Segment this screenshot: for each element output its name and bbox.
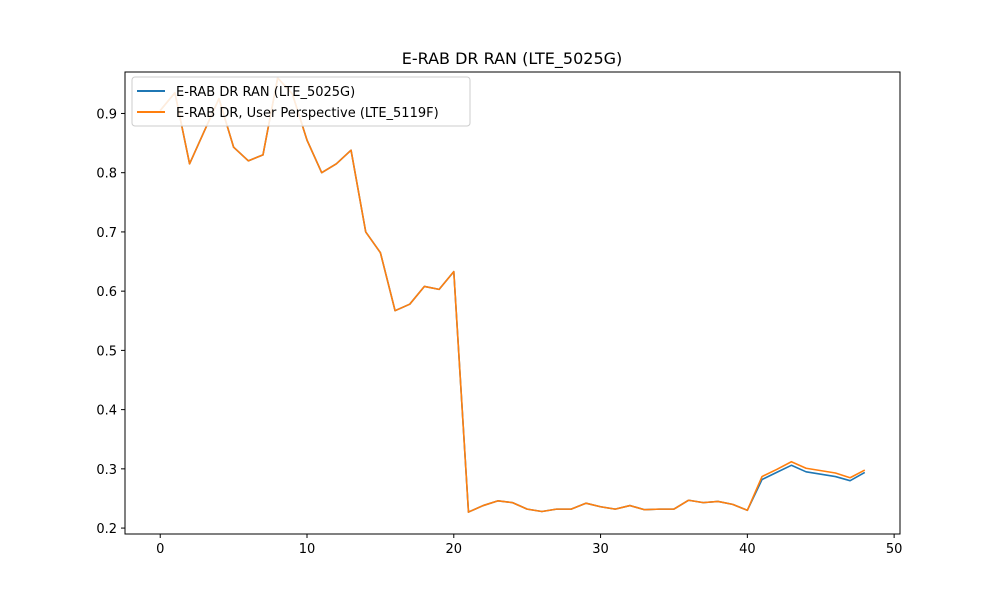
legend-box	[131, 76, 471, 127]
y-tick-label: 0.8	[96, 167, 117, 182]
x-tick-label: 40	[739, 542, 756, 557]
series-lines	[159, 77, 866, 513]
legend-label-1: E-RAB DR RAN (LTE_5025G)	[176, 85, 355, 100]
series-line-2	[159, 77, 866, 513]
y-tick-label: 0.7	[96, 226, 117, 241]
y-tick-label: 0.2	[96, 522, 117, 537]
x-tick-label: 0	[156, 542, 164, 557]
x-tick-label: 10	[299, 542, 316, 557]
x-tick-label: 30	[592, 542, 609, 557]
legend-label-2: E-RAB DR, User Perspective (LTE_5119F)	[176, 106, 439, 121]
y-tick-label: 0.3	[96, 463, 117, 478]
x-tick-label: 20	[446, 542, 463, 557]
chart-title: E-RAB DR RAN (LTE_5025G)	[402, 49, 623, 69]
plot-area-frame	[124, 71, 901, 535]
y-tick-label: 0.6	[96, 285, 117, 300]
x-tick-label: 50	[886, 542, 903, 557]
y-tick-label: 0.4	[96, 404, 117, 419]
axis-ticks: 0 10 20 30 40 50 0.2 0.3 0.4 0.5 0.6 0.7 0.8 0.9	[96, 107, 902, 557]
y-tick-label: 0.5	[96, 344, 117, 359]
y-tick-label: 0.9	[96, 107, 117, 122]
legend: E-RAB DR RAN (LTE_5025G) E-RAB DR, User P…	[131, 76, 471, 127]
